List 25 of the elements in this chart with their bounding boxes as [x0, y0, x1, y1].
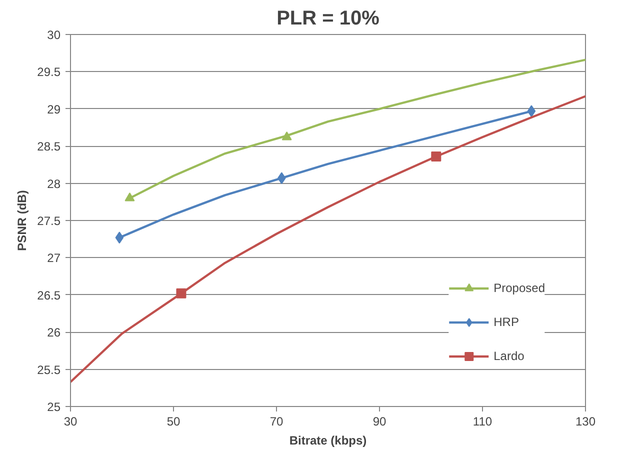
x-axis-title: Bitrate (kbps): [289, 434, 367, 448]
legend-label: HRP: [494, 315, 519, 329]
x-tick-label: 130: [575, 414, 596, 428]
y-tick-label: 27.5: [37, 214, 61, 228]
y-tick-label: 26: [47, 326, 61, 340]
point: [124, 192, 135, 202]
y-tick-label: 30: [47, 28, 61, 42]
y-tick-label: 25: [47, 400, 61, 414]
x-tick-label: 110: [472, 414, 492, 428]
x-tick-label: 90: [372, 414, 386, 428]
y-tick-label: 28.5: [37, 140, 61, 154]
x-tick-label: 70: [270, 414, 284, 428]
y-tick-label: 28: [47, 176, 61, 191]
y-axis-title: PSNR (dB): [15, 190, 30, 251]
legend-label: Proposed: [494, 281, 545, 295]
legend-label: Lardo: [494, 349, 524, 363]
x-tick-label: 50: [166, 414, 180, 428]
y-tick-label: 29.5: [37, 65, 61, 80]
y-tick-label: 25.5: [37, 362, 61, 377]
line-series: [70, 95, 586, 384]
chart-title: PLR = 10%: [276, 8, 380, 30]
y-tick-label: 27: [47, 251, 61, 266]
x-tick-label: 30: [64, 414, 78, 428]
y-tick-label: 29: [47, 102, 61, 116]
y-tick-label: 26.5: [37, 288, 61, 302]
